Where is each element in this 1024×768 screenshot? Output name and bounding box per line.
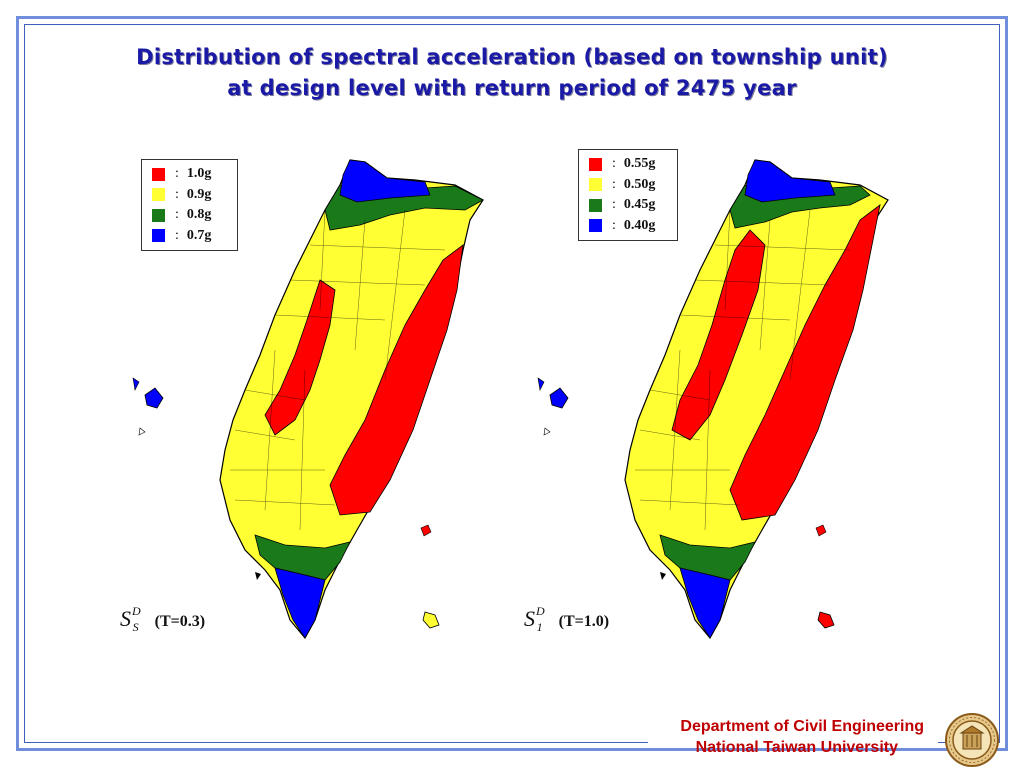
subscript: S xyxy=(132,620,139,634)
legend-s1: : 0.55g : 0.50g : 0.45g : 0.40g xyxy=(578,149,678,241)
legend-ss: : 1.0g : 0.9g : 0.8g : 0.7g xyxy=(141,159,238,251)
legend-item: : 0.55g xyxy=(589,154,669,175)
legend-value: 0.40g xyxy=(623,217,656,233)
slide-inner-frame xyxy=(24,24,1000,743)
legend-item: : 0.40g xyxy=(589,216,669,237)
legend-swatch-yellow xyxy=(152,188,165,202)
period-label: (T=1.0) xyxy=(558,613,610,630)
symbol: S xyxy=(120,606,131,631)
penghu-islands xyxy=(132,377,164,436)
map-zone-blue-south xyxy=(274,567,326,639)
legend-swatch-blue xyxy=(589,219,602,233)
map-zone-red-east xyxy=(329,244,464,516)
legend-value: 0.45g xyxy=(623,197,656,213)
superscript: D xyxy=(132,604,141,618)
legend-swatch-green xyxy=(152,208,165,222)
penghu-islands xyxy=(537,377,569,436)
university-seal-icon xyxy=(945,713,999,767)
legend-value: 1.0g xyxy=(186,166,212,182)
map-zone-yellow xyxy=(219,159,484,640)
legend-item: : 0.8g xyxy=(152,205,229,226)
footer-university: National Taiwan University xyxy=(695,739,898,756)
symbol: S xyxy=(524,606,535,631)
taiwan-map-s1 xyxy=(537,159,889,640)
taiwan-map-ss xyxy=(132,159,484,640)
superscript: D xyxy=(536,604,545,618)
legend-item: : 0.50g xyxy=(589,175,669,196)
legend-item: : 0.45g xyxy=(589,195,669,216)
legend-item: : 1.0g xyxy=(152,164,229,185)
green-island xyxy=(420,524,432,537)
slide-frame xyxy=(16,16,1008,751)
legend-item: : 0.7g xyxy=(152,226,229,247)
legend-swatch-yellow xyxy=(589,178,602,192)
period-label: (T=0.3) xyxy=(154,613,206,630)
xiaoliuqiu xyxy=(255,572,261,580)
township-boundaries xyxy=(635,209,851,531)
xiaoliuqiu xyxy=(660,572,666,580)
legend-value: 0.7g xyxy=(186,227,212,243)
title-line-2: at design level with return period of 24… xyxy=(227,76,797,100)
legend-swatch-blue xyxy=(152,229,165,243)
legend-value: 0.55g xyxy=(623,156,656,172)
slide-title: Distribution of spectral acceleration (b… xyxy=(0,42,1024,104)
title-line-1: Distribution of spectral acceleration (b… xyxy=(136,45,888,69)
subscript: 1 xyxy=(536,620,543,634)
footer-affiliation: Department of Civil Engineering National… xyxy=(680,716,924,758)
legend-value: 0.50g xyxy=(623,176,656,192)
orchid-island xyxy=(422,611,440,629)
footer-department: Department of Civil Engineering xyxy=(680,718,924,735)
legend-swatch-red xyxy=(152,167,165,181)
map-zone-blue-north xyxy=(339,159,431,203)
legend-value: 0.9g xyxy=(186,186,212,202)
map-zone-blue-north xyxy=(744,159,836,203)
township-boundaries xyxy=(230,209,446,531)
map-zone-red-west xyxy=(671,229,766,441)
legend-swatch-green xyxy=(589,198,602,212)
orchid-island xyxy=(817,611,835,629)
map-label-ss: SDS (T=0.3) xyxy=(120,604,206,634)
map-label-s1: SD 1 (T=1.0) xyxy=(524,604,610,634)
legend-swatch-red xyxy=(589,157,602,171)
map-zone-blue-south xyxy=(679,567,731,639)
green-island xyxy=(815,524,827,537)
legend-value: 0.8g xyxy=(186,207,212,223)
legend-item: : 0.9g xyxy=(152,185,229,206)
